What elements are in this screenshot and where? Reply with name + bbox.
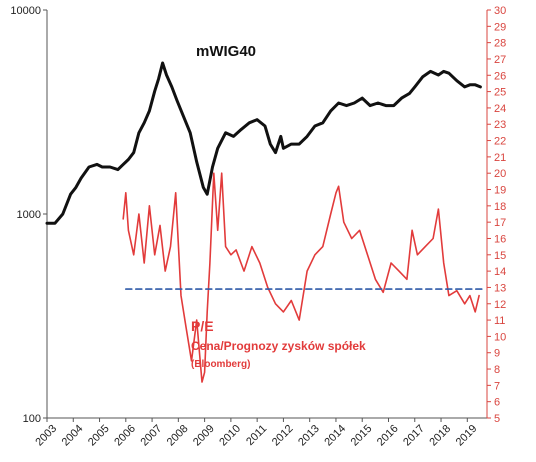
right-tick-label: 22 [494, 136, 506, 148]
x-tick-label: 2016 [375, 423, 401, 449]
chart-title: mWIG40 [196, 43, 256, 60]
right-axis-ticks: 5 6 7 8 9 10 11 12 13 14 15 16 17 18 19 20 21 22 23 24 25 26 2… [487, 5, 506, 425]
x-tick-label: 2008 [165, 423, 191, 449]
x-tick-label: 2013 [296, 423, 322, 449]
right-tick-label: 15 [494, 250, 506, 262]
x-tick-label: 2011 [244, 423, 269, 448]
right-tick-label: 14 [494, 266, 506, 278]
right-tick-label: 28 [494, 38, 506, 50]
x-tick-label: 2005 [86, 423, 112, 449]
right-tick-label: 27 [494, 54, 506, 66]
x-tick-label: 2015 [349, 423, 375, 449]
x-tick-label: 2004 [60, 423, 86, 449]
x-tick-label: 2003 [33, 423, 59, 449]
left-tick-label: 10000 [10, 5, 41, 17]
right-tick-label: 7 [494, 380, 500, 392]
right-tick-label: 18 [494, 201, 506, 213]
series-line-pe [122, 172, 480, 383]
x-tick-label: 2017 [401, 423, 427, 449]
right-tick-label: 8 [494, 364, 500, 376]
pe-description: Cena/Prognozy zysków spółek [191, 339, 366, 353]
right-tick-label: 12 [494, 299, 506, 311]
right-tick-label: 29 [494, 21, 506, 33]
x-tick-label: 2018 [427, 423, 453, 449]
left-tick-label: 1000 [17, 209, 41, 221]
pe-label: P/E [191, 318, 214, 334]
right-tick-label: 20 [494, 168, 506, 180]
right-tick-label: 9 [494, 348, 500, 360]
x-tick-label: 2019 [454, 423, 480, 449]
series-line-mwig40 [45, 61, 482, 225]
right-tick-label: 6 [494, 397, 500, 409]
right-tick-label: 13 [494, 282, 506, 294]
pe-source: (Bloomberg) [191, 359, 250, 370]
x-tick-label: 2009 [191, 423, 217, 449]
right-tick-label: 10 [494, 331, 506, 343]
left-tick-label: 100 [23, 413, 41, 425]
right-tick-label: 19 [494, 185, 506, 197]
x-tick-label: 2006 [112, 423, 138, 449]
right-tick-label: 17 [494, 217, 506, 229]
right-tick-label: 16 [494, 233, 506, 245]
right-tick-label: 21 [494, 152, 506, 164]
right-tick-label: 23 [494, 119, 506, 131]
x-axis-ticks: 2003 2004 2005 2006 2007 2008 2009 2010 2011 2012… [33, 418, 480, 449]
right-tick-label: 25 [494, 87, 506, 99]
right-tick-label: 11 [494, 315, 505, 327]
right-tick-label: 24 [494, 103, 506, 115]
series-layer [45, 61, 484, 383]
left-axis-ticks: 100 1000 10000 [10, 5, 47, 425]
right-tick-label: 30 [494, 5, 506, 17]
x-tick-label: 2014 [322, 423, 348, 449]
x-tick-label: 2010 [217, 423, 243, 449]
chart-axes [46, 10, 488, 419]
x-tick-label: 2012 [270, 423, 296, 449]
right-tick-label: 26 [494, 70, 506, 82]
right-tick-label: 5 [494, 413, 500, 425]
x-tick-label: 2007 [138, 423, 164, 449]
